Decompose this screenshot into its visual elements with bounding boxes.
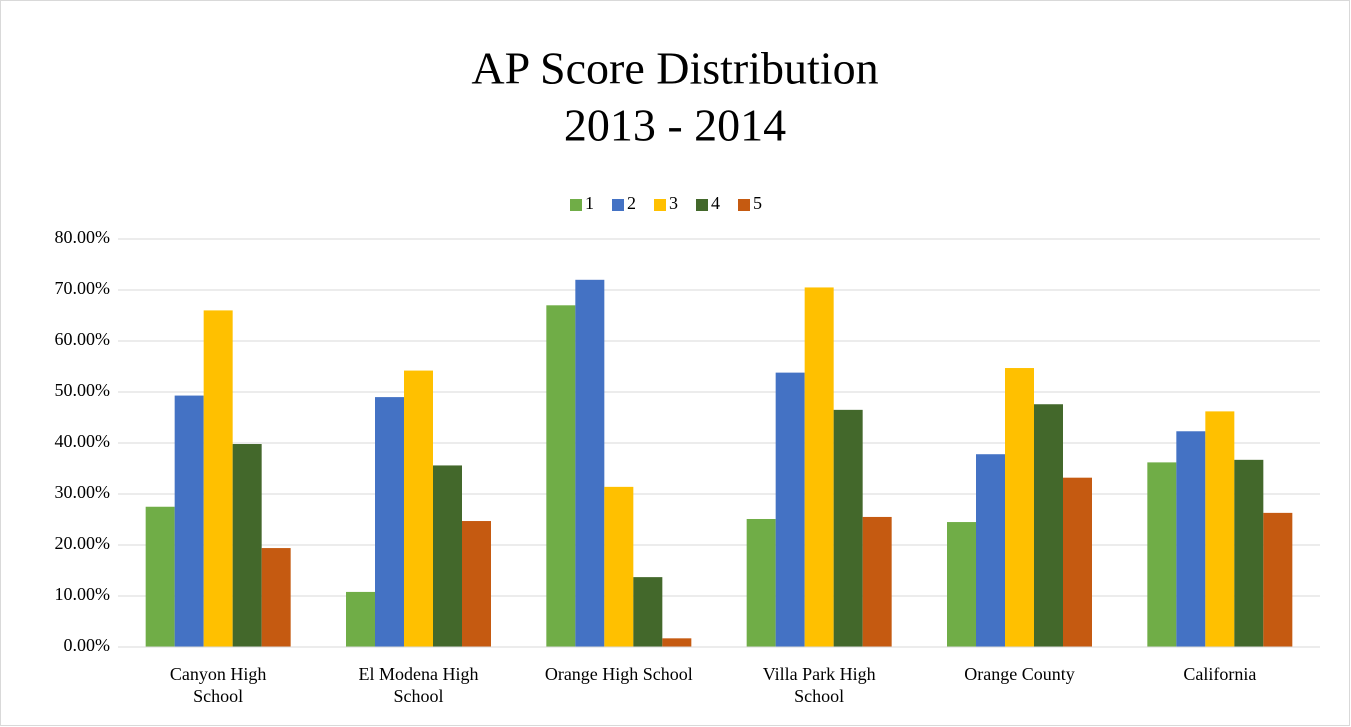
bar — [145, 506, 175, 647]
bar — [947, 522, 976, 647]
bar — [633, 577, 663, 647]
bar — [1263, 512, 1293, 647]
y-tick-label: 80.00% — [55, 227, 111, 247]
y-tick-label: 20.00% — [55, 533, 111, 553]
bar — [546, 305, 576, 647]
bar — [862, 516, 892, 647]
y-tick-label: 70.00% — [55, 278, 111, 298]
bar — [1205, 411, 1235, 647]
legend-swatch — [654, 199, 666, 211]
x-tick-label: California — [1183, 664, 1257, 684]
bar — [575, 279, 605, 647]
bar — [1034, 404, 1063, 647]
legend-label: 2 — [627, 193, 636, 213]
bar — [232, 444, 262, 647]
bar — [1234, 459, 1264, 647]
x-tick-label: Orange High School — [544, 664, 693, 684]
chart-title: AP Score Distribution — [471, 43, 878, 94]
legend-swatch — [612, 199, 624, 211]
bar — [1176, 431, 1206, 647]
y-tick-label: 60.00% — [55, 329, 111, 349]
bar — [662, 638, 692, 647]
chart-subtitle: 2013 - 2014 — [564, 100, 786, 151]
bar — [1063, 477, 1092, 647]
y-tick-label: 30.00% — [55, 482, 111, 502]
bar — [604, 486, 634, 647]
legend-label: 1 — [585, 193, 594, 213]
x-tick-label: Canyon High School — [169, 664, 267, 706]
bar — [261, 548, 291, 647]
legend-swatch — [696, 199, 708, 211]
x-tick-label: Villa Park High School — [762, 664, 876, 706]
legend-label: 4 — [711, 193, 720, 213]
y-tick-label: 10.00% — [55, 584, 111, 604]
y-tick-label: 40.00% — [55, 431, 111, 451]
y-tick-label: 0.00% — [64, 635, 111, 655]
bar — [976, 454, 1005, 647]
bar — [203, 310, 233, 647]
x-tick-label: Orange County — [964, 664, 1075, 684]
bar — [404, 370, 433, 647]
legend-swatch — [738, 199, 750, 211]
x-tick-label: El Modena High School — [358, 664, 479, 706]
bar — [1005, 368, 1034, 647]
bar — [462, 521, 491, 647]
bar — [804, 287, 834, 647]
legend-label: 3 — [669, 193, 678, 213]
bar — [375, 397, 404, 647]
legend-swatch — [570, 199, 582, 211]
bar — [433, 465, 462, 647]
bar — [746, 518, 776, 647]
legend-label: 5 — [753, 193, 762, 213]
bar — [775, 372, 805, 647]
bar — [1147, 462, 1177, 647]
bar — [174, 395, 204, 647]
y-tick-label: 50.00% — [55, 380, 111, 400]
bar — [833, 409, 863, 647]
bar — [346, 591, 375, 647]
